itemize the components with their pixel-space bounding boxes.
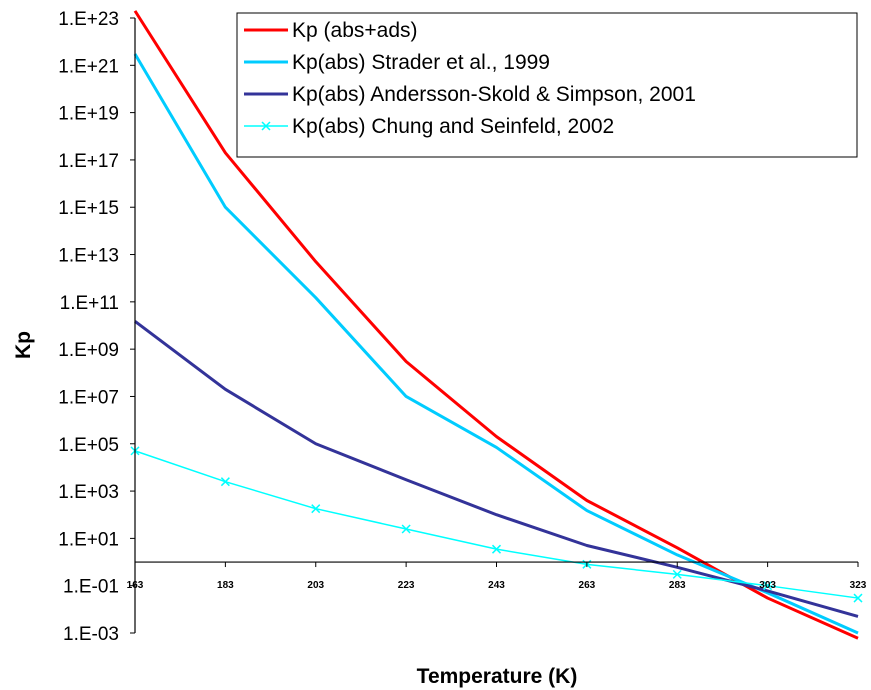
axes [130,17,859,634]
x-tick-label: 263 [579,580,596,591]
legend-item: Kp (abs+ads) [244,19,418,42]
y-tick-label: 1.E+17 [58,151,119,172]
y-tick-label: 1.E-01 [63,577,119,598]
x-tick-label: 183 [217,580,234,591]
tick-labels: 1.E+23 1.E+21 1.E+19 1.E+17 1.E+15 1.E+13 1.E+… [58,9,867,645]
legend-label: Kp(abs) Andersson-Skold & Simpson, 2001 [292,83,696,106]
legend-marker [261,121,271,131]
plot-area [130,10,863,640]
legend-label: Kp(abs) Strader et al., 1999 [292,51,550,74]
legend-label: Kp(abs) Chung and Seinfeld, 2002 [292,115,614,138]
x-tick-label: 303 [759,580,776,591]
y-tick-label: 1.E+23 [58,9,119,30]
y-tick-label: 1.E+19 [58,104,119,125]
data-point [491,544,502,554]
y-tick-label: 1.E+01 [58,529,119,550]
y-tick-label: 1.E+09 [58,340,119,361]
x-tick-label: 283 [669,580,686,591]
y-tick-label: 1.E+15 [58,198,119,219]
legend-items: Kp (abs+ads) Kp(abs) Strader et al., 1999… [244,19,696,138]
series-line [134,320,859,618]
series-line [134,450,859,599]
y-tick-label: 1.E+03 [58,482,119,503]
y-tick-label: 1.E+07 [58,387,119,408]
data-point [672,569,682,579]
data-point [311,504,321,514]
legend: Kp (abs+ads) Kp(abs) Strader et al., 1999… [236,12,858,158]
legend-item: Kp(abs) Chung and Seinfeld, 2002 [244,115,614,138]
legend-label: Kp (abs+ads) [292,19,418,42]
data-point [853,593,863,603]
x-tick-label: 223 [398,580,415,591]
x-tick-label: 203 [307,580,324,591]
legend-box [236,12,858,158]
legend-item: Kp(abs) Strader et al., 1999 [244,51,550,74]
y-tick-label: 1.E+21 [58,56,119,77]
x-tick-label: 163 [127,580,144,591]
y-tick-label: 1.E-03 [63,624,119,645]
series-4 [130,446,863,603]
series-3 [134,320,859,618]
x-tick-label: 243 [488,580,505,591]
data-point [763,581,773,591]
data-point [220,477,230,487]
data-point [401,524,411,534]
y-tick-label: 1.E+11 [60,293,119,314]
x-tick-label: 323 [850,580,867,591]
y-tick-label: 1.E+05 [58,435,119,456]
y-tick-label: 1.E+13 [58,246,119,267]
legend-item: Kp(abs) Andersson-Skold & Simpson, 2001 [244,83,696,106]
y-axis-title: Kp [12,331,35,359]
x-axis-title: Temperature (K) [417,665,578,688]
